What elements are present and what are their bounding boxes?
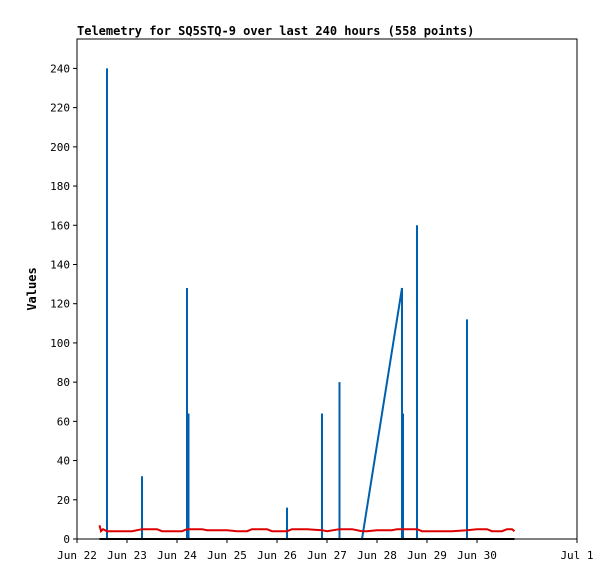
x-tick-label: Jun 28 bbox=[357, 549, 397, 562]
series-line-2 bbox=[98, 525, 516, 534]
chart-title: Telemetry for SQ5STQ-9 over last 240 hou… bbox=[77, 24, 474, 38]
x-axis: Jun 22 Jun 23 Jun 24 Jun 25 Jun 26 Jun 27 Jun … bbox=[57, 539, 594, 562]
x-tick-label: Jun 26 bbox=[257, 549, 297, 562]
y-tick-label: 80 bbox=[57, 376, 70, 389]
x-tick-label: Jul 1 bbox=[560, 549, 593, 562]
y-tick-label: 160 bbox=[50, 219, 70, 232]
x-tick-label: Jun 22 bbox=[57, 549, 97, 562]
x-tick-label: Jun 25 bbox=[207, 549, 247, 562]
y-tick-label: 220 bbox=[50, 102, 70, 115]
y-tick-label: 200 bbox=[50, 141, 70, 154]
x-tick-label: Jun 30 bbox=[457, 549, 497, 562]
y-tick-label: 0 bbox=[63, 533, 70, 546]
y-tick-label: 20 bbox=[57, 494, 70, 507]
x-tick-label: Jun 23 bbox=[107, 549, 147, 562]
x-tick-label: Jun 29 bbox=[407, 549, 447, 562]
y-tick-label: 180 bbox=[50, 180, 70, 193]
y-tick-label: 60 bbox=[57, 415, 70, 428]
y-tick-label: 240 bbox=[50, 62, 70, 75]
plot-frame bbox=[76, 38, 578, 540]
y-tick-label: 120 bbox=[50, 298, 70, 311]
y-tick-label: 140 bbox=[50, 258, 70, 271]
y-axis: 0 20 40 60 80 100 120 140 160 180 200 220 240 bbox=[50, 62, 77, 546]
series-group bbox=[98, 68, 516, 540]
series-line-1 bbox=[99, 68, 502, 540]
x-tick-label: Jun 24 bbox=[157, 549, 197, 562]
y-axis-label: Values bbox=[25, 267, 39, 310]
y-tick-label: 40 bbox=[57, 455, 70, 468]
y-tick-label: 100 bbox=[50, 337, 70, 350]
x-tick-label: Jun 27 bbox=[307, 549, 347, 562]
